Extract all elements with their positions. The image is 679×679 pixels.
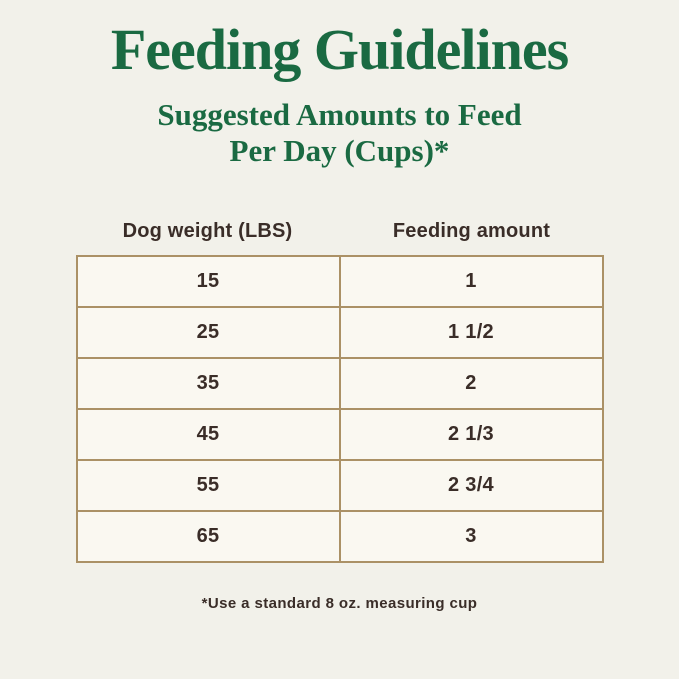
page-title: Feeding Guidelines (110, 17, 569, 82)
subtitle-line-2: Per Day (Cups)* (229, 132, 450, 168)
column-header-dog-weight: Dog weight (LBS) (122, 220, 293, 243)
cell-feeding-amount: 2 3/4 (338, 459, 604, 513)
table-row: 25 1 1/2 (75, 306, 604, 360)
table-row: 15 1 (75, 255, 604, 309)
cell-dog-weight: 45 (75, 408, 341, 462)
table-row: 65 3 (75, 510, 604, 564)
feeding-table: 15 1 25 1 1/2 35 2 45 2 1/3 55 2 3/4 (75, 255, 604, 564)
cell-dog-weight: 65 (75, 510, 341, 564)
table-row: 35 2 (75, 357, 604, 411)
table-column-headers: Dog weight (LBS) Feeding amount (76, 220, 604, 243)
table-row: 45 2 1/3 (75, 408, 604, 462)
subtitle-line-1: Suggested Amounts to Feed (157, 96, 522, 132)
page-subtitle: Suggested Amounts to Feed Per Day (Cups)… (157, 97, 521, 168)
measuring-cup-footnote: *Use a standard 8 oz. measuring cup (201, 595, 478, 613)
cell-feeding-amount: 2 1/3 (338, 408, 604, 462)
cell-dog-weight: 15 (75, 255, 341, 309)
cell-dog-weight: 25 (75, 306, 341, 360)
cell-feeding-amount: 1 1/2 (338, 306, 604, 360)
cell-feeding-amount: 3 (338, 510, 604, 564)
cell-dog-weight: 35 (75, 357, 341, 411)
cell-feeding-amount: 2 (338, 357, 604, 411)
cell-feeding-amount: 1 (338, 255, 604, 309)
cell-dog-weight: 55 (75, 459, 341, 513)
feeding-table-block: Dog weight (LBS) Feeding amount 15 1 25 … (75, 220, 604, 564)
table-row: 55 2 3/4 (75, 459, 604, 513)
column-header-feeding-amount: Feeding amount (392, 220, 551, 243)
